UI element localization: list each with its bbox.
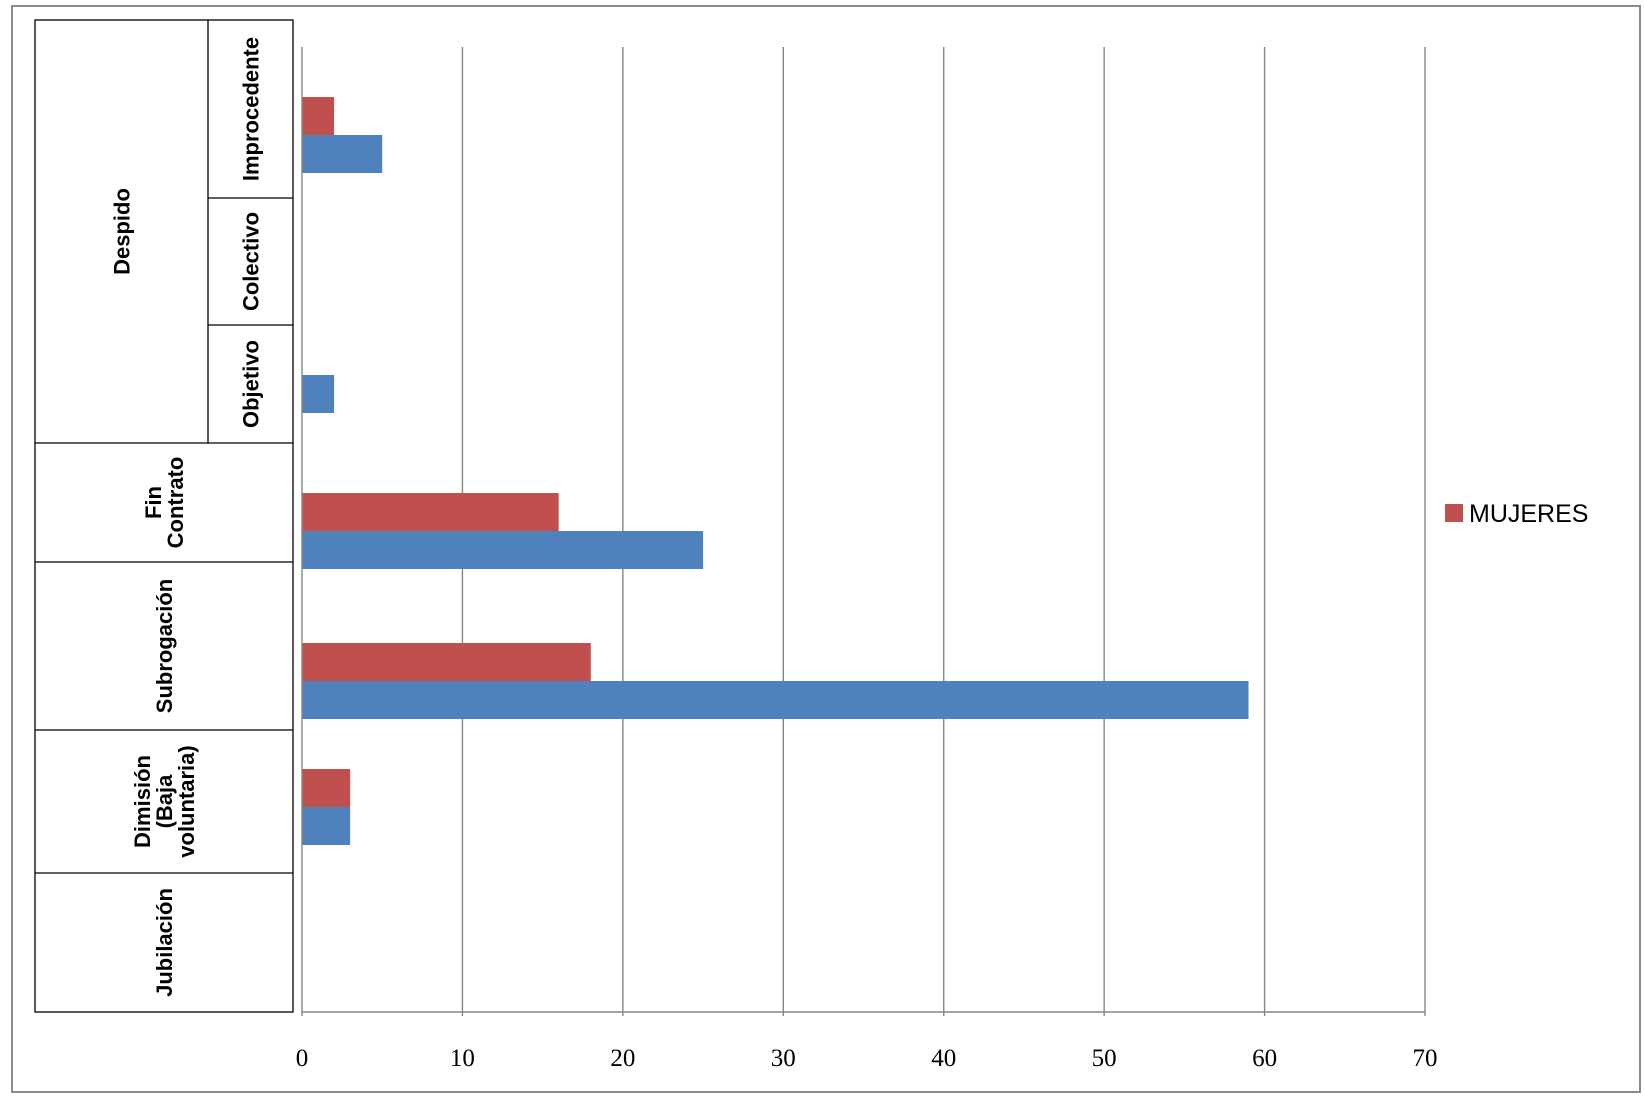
bar-dimision-baja-voluntaria-series-1: [302, 769, 351, 807]
category-label-line: Dimisión: [130, 755, 155, 848]
x-tick-label-60: 60: [1252, 1045, 1277, 1072]
category-label-line: Objetivo: [239, 340, 264, 428]
category-label-colectivo-text: Colectivo: [239, 212, 264, 311]
category-label-line: (Baja: [152, 774, 177, 829]
bar-subrogacion-series-1: [302, 643, 591, 681]
category-table-border: [34, 19, 294, 1013]
category-label-line: Colectivo: [239, 212, 264, 311]
category-label-jubilacion-text: Jubilación: [152, 888, 177, 997]
category-label-dimision-baja-voluntaria-text: Dimisión(Bajavoluntaria): [130, 745, 199, 857]
category-label-improcedente-text: Improcedente: [239, 37, 264, 181]
chart-frame: [11, 5, 1641, 1093]
category-label-line: Despido: [110, 188, 135, 275]
gridlines: [461, 47, 1426, 1016]
x-tick-label-20: 20: [610, 1045, 635, 1072]
legend-swatch-mujeres: [1445, 504, 1463, 522]
category-label-fin-contrato-text: FinContrato: [141, 457, 188, 549]
x-tick-label-70: 70: [1413, 1045, 1438, 1072]
x-tick-label-10: 10: [450, 1045, 475, 1072]
category-label-subrogacion: Subrogación: [152, 579, 177, 713]
bar-dimision-baja-voluntaria-series-2: [302, 807, 351, 845]
x-tick-label-30: 30: [771, 1045, 796, 1072]
legend: MUJERES: [1445, 500, 1588, 528]
bar-fin-contrato-series-1: [302, 493, 559, 531]
category-table: Improcedente Colectivo Objetivo FinContrato…: [34, 19, 294, 1013]
category-label-improcedente: Improcedente: [239, 37, 264, 181]
group-label-despido-text: Despido: [110, 188, 135, 275]
category-label-line: Improcedente: [239, 37, 264, 181]
category-label-colectivo: Colectivo: [239, 212, 264, 311]
bar-objetivo-series-2: [302, 375, 335, 413]
category-label-objetivo: Objetivo: [239, 340, 264, 428]
bars: [302, 97, 1249, 845]
category-label-line: Contrato: [163, 457, 188, 549]
bar-improcedente-series-1: [302, 97, 335, 135]
x-tick-label-40: 40: [931, 1045, 956, 1072]
category-label-line: Subrogación: [152, 579, 177, 713]
bar-subrogacion-series-2: [302, 681, 1249, 719]
category-label-line: Jubilación: [152, 888, 177, 997]
category-label-line: Fin: [141, 486, 166, 519]
legend-label-mujeres: MUJERES: [1469, 500, 1588, 528]
x-axis: [301, 47, 1425, 1016]
bar-fin-contrato-series-2: [302, 531, 704, 569]
category-label-fin-contrato: FinContrato: [141, 457, 188, 549]
x-tick-label-50: 50: [1092, 1045, 1117, 1072]
category-label-dimision-baja-voluntaria: Dimisión(Bajavoluntaria): [130, 745, 199, 857]
category-label-line: voluntaria): [174, 745, 199, 857]
x-tick-label-0: 0: [296, 1045, 309, 1072]
x-tick-labels: 0 10 20 30 40 50 60 70: [296, 1045, 1438, 1072]
group-label-despido: Despido: [110, 188, 135, 275]
category-label-jubilacion: Jubilación: [152, 888, 177, 997]
category-label-subrogacion-text: Subrogación: [152, 579, 177, 713]
category-label-objetivo-text: Objetivo: [239, 340, 264, 428]
bar-improcedente-series-2: [302, 135, 383, 173]
